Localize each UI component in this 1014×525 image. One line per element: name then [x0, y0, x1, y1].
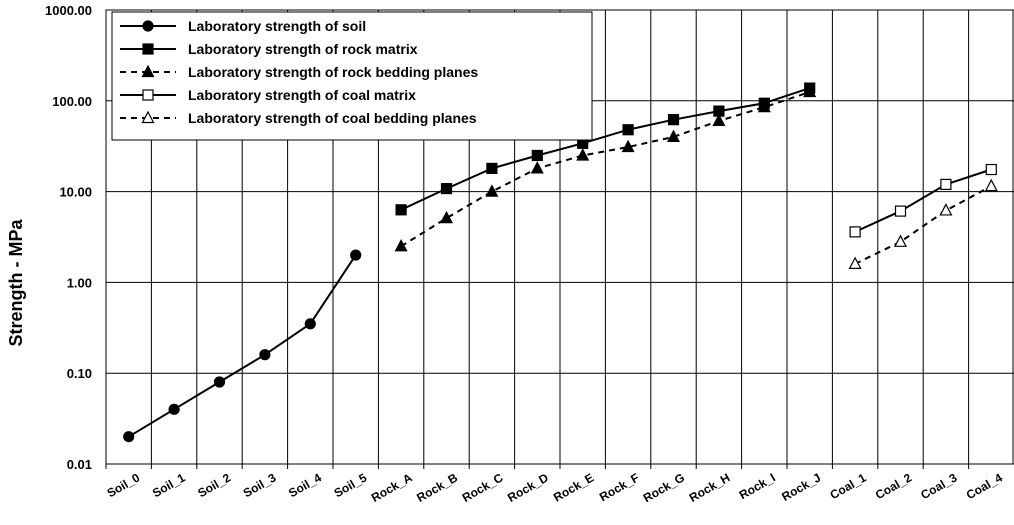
y-tick-label: 1000.00	[45, 3, 92, 18]
legend-entry: Laboratory strength of soil	[120, 18, 366, 34]
x-tick-label: Coal_2	[873, 470, 914, 502]
x-tick-label: Soil_0	[105, 470, 143, 500]
y-tick-label: 0.01	[67, 457, 92, 472]
data-point	[984, 178, 998, 192]
y-axis-label: Strength - MPa	[6, 219, 26, 347]
legend-entry: Laboratory strength of coal matrix	[120, 87, 416, 103]
data-point	[531, 149, 543, 162]
y-tick-label: 10.00	[59, 185, 92, 200]
data-point	[939, 203, 953, 216]
data-point	[142, 89, 154, 101]
data-point	[213, 376, 226, 388]
data-point	[440, 210, 453, 224]
data-point	[803, 84, 817, 98]
x-tick-label: Rock_A	[369, 470, 415, 505]
series-line	[400, 91, 811, 248]
x-tick-label: Soil_5	[332, 470, 370, 500]
data-point	[259, 349, 271, 361]
data-point	[712, 113, 726, 127]
data-point	[395, 204, 407, 216]
series-line	[400, 87, 811, 211]
legend-label: Laboratory strength of soil	[188, 18, 366, 34]
data-point	[530, 161, 544, 174]
data-point	[394, 238, 408, 252]
data-point	[142, 43, 154, 55]
legend-label: Laboratory strength of coal bedding plan…	[188, 110, 477, 126]
x-tick-label: Rock_E	[551, 470, 596, 504]
data-point	[350, 249, 362, 261]
series-1	[123, 249, 362, 443]
x-tick-label: Coal_4	[964, 470, 1005, 502]
x-tick-label: Coal_1	[828, 470, 869, 502]
legend-entry: Laboratory strength of rock matrix	[120, 41, 418, 57]
series-4	[849, 163, 997, 238]
data-point	[304, 318, 316, 330]
data-point	[894, 234, 907, 247]
y-tick-label: 100.00	[52, 94, 92, 109]
legend-box	[111, 11, 593, 141]
series-3	[394, 84, 817, 252]
data-point	[576, 148, 590, 161]
data-point	[667, 114, 680, 126]
data-point	[848, 256, 862, 269]
x-tick-label: Rock_D	[505, 470, 551, 505]
x-tick-label: Soil_2	[195, 470, 233, 500]
data-point	[621, 139, 635, 153]
legend-label: Laboratory strength of rock bedding plan…	[188, 64, 478, 80]
data-point	[622, 124, 634, 136]
data-point	[667, 129, 680, 143]
data-point	[485, 184, 499, 197]
data-point	[486, 162, 498, 175]
y-tick-label: 1.00	[67, 275, 92, 290]
x-tick-label: Soil_1	[150, 470, 188, 500]
y-tick-label: 0.10	[67, 366, 92, 381]
x-tick-label: Rock_G	[641, 470, 687, 505]
data-point	[849, 226, 861, 238]
legend: Laboratory strength of soil Laboratory st…	[111, 11, 593, 141]
x-tick-label: Rock_F	[597, 470, 642, 504]
x-tick-label: Rock_B	[414, 470, 460, 505]
data-point	[894, 205, 907, 217]
data-point	[757, 99, 771, 113]
x-tick-label: Coal_3	[918, 470, 959, 502]
x-tick-label: Rock_I	[737, 470, 778, 502]
data-point	[440, 182, 453, 195]
legend-entry: Laboratory strength of coal bedding plan…	[120, 110, 477, 126]
series-line	[128, 254, 357, 438]
x-tick-label: Rock_J	[779, 470, 823, 503]
x-tick-label: Soil_3	[241, 470, 279, 500]
legend-entry: Laboratory strength of rock bedding plan…	[120, 64, 478, 80]
data-point	[168, 403, 180, 415]
series-line	[854, 185, 992, 265]
series-5	[848, 178, 998, 269]
legend-label: Laboratory strength of coal matrix	[188, 87, 416, 103]
x-tick-label: Rock_H	[687, 470, 733, 504]
legend-label: Laboratory strength of rock matrix	[188, 41, 418, 57]
x-tick-label: Soil_4	[286, 470, 324, 500]
data-point	[142, 20, 154, 32]
series-line	[854, 168, 992, 233]
data-point	[141, 110, 155, 124]
data-point	[123, 431, 135, 443]
data-point	[141, 64, 155, 78]
data-point	[940, 178, 952, 191]
x-tick-label: Rock_C	[460, 470, 506, 505]
data-point	[985, 163, 997, 176]
series-layer	[123, 82, 998, 443]
